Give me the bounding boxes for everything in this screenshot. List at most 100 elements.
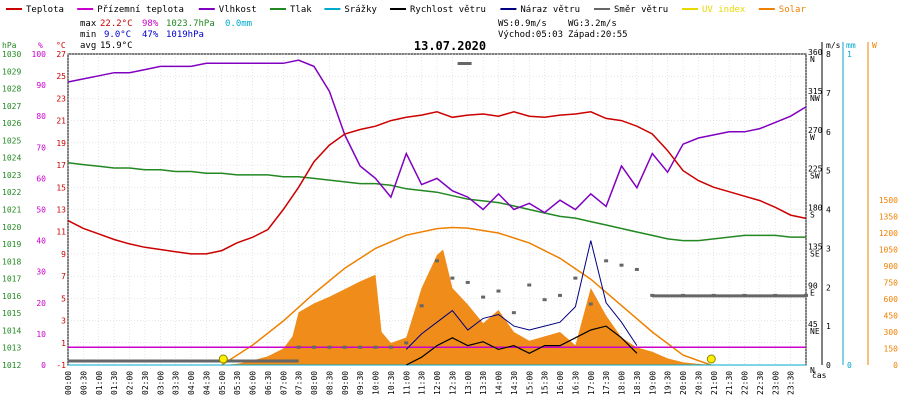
x-tick-0: 00:00 [64, 371, 73, 395]
wind-dir-point-20 [604, 259, 609, 263]
x-tick-44: 22:00 [741, 371, 750, 395]
temp-tick-0: -1 [56, 361, 66, 370]
temp-tick-3: 5 [61, 294, 66, 303]
wind-dir-point-3 [342, 345, 347, 349]
series-pressure-line [67, 162, 806, 242]
stats-ws: WS:0.9m/s [498, 19, 547, 29]
solar-tick-7: 1050 [879, 246, 898, 255]
wind-dir-point-10 [450, 276, 455, 280]
pressure-tick-6: 1018 [2, 257, 21, 266]
solar-unit: W [872, 41, 877, 50]
stats-block: max 22.2°C 98% 1023.7hPa 0.0mm min 9.0°C… [80, 19, 628, 51]
wind-dir-point-17 [558, 293, 562, 297]
chart-date-title: 13.07.2020 [414, 39, 486, 53]
humidity-tick-0: 0 [41, 361, 46, 370]
series-humidity-line [67, 59, 807, 214]
x-tick-9: 04:30 [202, 371, 211, 395]
axes: 1012101310141015101610171018101910201021… [2, 41, 898, 395]
wind-dir-tick-8: N [810, 55, 815, 64]
solar-tick-10: 1500 [879, 196, 898, 205]
x-tick-40: 20:00 [679, 371, 688, 395]
x-tick-13: 06:30 [264, 371, 273, 395]
wind-dir-point-8 [419, 304, 424, 308]
wind-dir-point-15 [527, 283, 532, 287]
stats-sunset: Západ:20:55 [568, 30, 628, 40]
wind-tick-7: 7 [826, 89, 831, 98]
pressure-tick-13: 1025 [2, 136, 21, 145]
pressure-tick-3: 1015 [2, 309, 21, 318]
solar-tick-9: 1350 [879, 213, 898, 222]
x-tick-16: 08:00 [310, 371, 319, 395]
humidity-unit: % [38, 41, 43, 50]
wind-dir-tick-7: NW [810, 94, 820, 103]
x-tick-39: 19:30 [664, 371, 673, 395]
x-tick-29: 14:30 [510, 371, 519, 395]
solar-tick-1: 150 [884, 345, 899, 354]
stats-max-hum: 98% [142, 19, 159, 29]
x-tick-14: 07:00 [279, 371, 288, 395]
temp-tick-12: 23 [56, 94, 66, 103]
humidity-tick-9: 90 [36, 81, 46, 90]
x-tick-47: 23:30 [787, 371, 796, 395]
wind-dir-point-1 [312, 345, 316, 349]
temp-tick-2: 3 [61, 317, 66, 326]
x-tick-26: 13:00 [464, 371, 473, 395]
x-tick-5: 02:30 [141, 371, 150, 395]
wind-deg-tick-3: 180 [808, 204, 823, 213]
wind-dir-point-2 [327, 345, 332, 349]
pressure-tick-11: 1023 [2, 171, 21, 180]
x-unit: čas [812, 370, 827, 380]
legend-label-2: Vlhkost [219, 5, 257, 15]
stats-min-press: 1019hPa [166, 30, 204, 40]
x-tick-20: 10:00 [372, 371, 381, 395]
wind-dir-point-4 [358, 345, 363, 349]
sunrise-marker [218, 354, 228, 364]
pressure-tick-8: 1020 [2, 223, 21, 232]
pressure-tick-18: 1030 [2, 50, 21, 59]
pressure-tick-12: 1024 [2, 154, 21, 163]
stats-min-temp: 9.0°C [104, 30, 131, 40]
stats-wg: WG:3.2m/s [568, 19, 617, 29]
pressure-tick-1: 1013 [2, 344, 21, 353]
wind-tick-4: 4 [826, 206, 831, 215]
humidity-tick-1: 10 [36, 330, 46, 339]
x-tick-12: 06:00 [249, 371, 258, 395]
wind-tick-0: 0 [826, 361, 831, 370]
wind-dir-tick-3: SE [810, 249, 820, 258]
x-tick-33: 16:30 [571, 371, 580, 395]
x-tick-18: 09:00 [341, 371, 350, 395]
stats-max-temp: 22.2°C [100, 19, 133, 29]
wind-dir-point-5 [373, 345, 378, 349]
x-tick-45: 22:30 [756, 371, 765, 395]
x-tick-27: 13:30 [479, 371, 488, 395]
x-tick-17: 08:30 [325, 371, 334, 395]
wind-tick-1: 1 [826, 322, 831, 331]
wind-tick-8: 8 [826, 50, 831, 59]
rain-unit: mm [846, 41, 856, 50]
wind-dir-point-0 [296, 345, 301, 349]
solar-tick-8: 1200 [879, 229, 898, 238]
x-tick-21: 10:30 [387, 371, 396, 395]
wind-dir-point-18 [573, 276, 578, 280]
x-tick-37: 18:30 [633, 371, 642, 395]
solar-tick-5: 750 [884, 279, 899, 288]
wind-dir-top-point [457, 62, 472, 65]
x-tick-30: 15:00 [525, 371, 534, 395]
series-gust-line [405, 240, 638, 350]
wind-dir-tick-6: W [810, 133, 815, 142]
wind-dir-point-12 [481, 295, 486, 299]
legend-label-4: Srážky [344, 5, 377, 15]
stats-min-hum: 47% [142, 30, 159, 40]
pressure-tick-16: 1028 [2, 85, 21, 94]
x-tick-31: 15:30 [541, 371, 550, 395]
x-tick-32: 16:00 [556, 371, 565, 395]
x-tick-1: 00:30 [79, 371, 88, 395]
solar-tick-2: 300 [884, 328, 899, 337]
rain-tick-0: 0 [847, 361, 852, 370]
x-tick-22: 11:00 [402, 371, 411, 395]
stats-avg-temp: 15.9°C [100, 41, 133, 51]
x-tick-43: 21:30 [725, 371, 734, 395]
wind-deg-tick-2: 135 [808, 242, 823, 251]
x-tick-35: 17:30 [602, 371, 611, 395]
